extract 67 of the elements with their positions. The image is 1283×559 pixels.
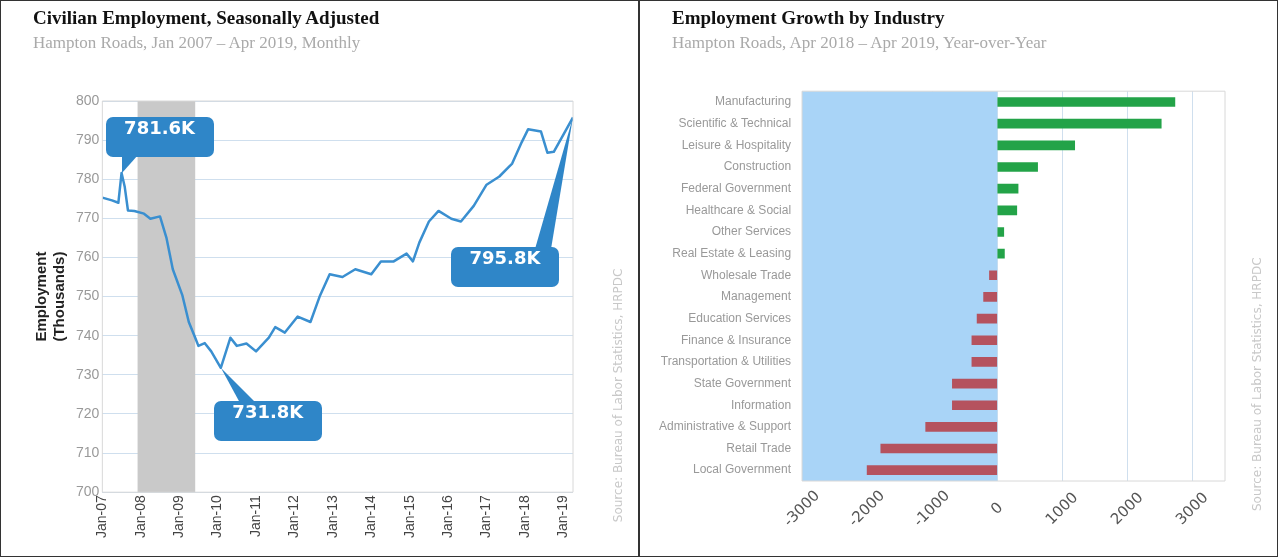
y-tick-label: 750 bbox=[76, 287, 100, 304]
x-tick-label: Jan-12 bbox=[285, 494, 302, 539]
x-tick-label: Jan-13 bbox=[323, 494, 340, 539]
bar bbox=[866, 465, 998, 475]
y-tick-label: Education Services bbox=[688, 310, 792, 325]
y-tick-label: 760 bbox=[76, 248, 100, 265]
y-tick-label: Administrative & Support bbox=[659, 419, 792, 434]
bar bbox=[997, 118, 1162, 129]
y-tick-label: 740 bbox=[76, 326, 100, 343]
x-tick-label: Jan-16 bbox=[439, 494, 455, 539]
y-tick-label: Information bbox=[731, 397, 792, 412]
y-tick-label: 710 bbox=[76, 443, 100, 460]
y-tick-label: 770 bbox=[76, 209, 100, 226]
bar bbox=[971, 335, 998, 346]
x-tick-label: 0 bbox=[986, 498, 1007, 518]
chart-title: Civilian Employment, Seasonally Adjusted bbox=[33, 7, 381, 29]
y-tick-label: Transportation & Utilities bbox=[660, 354, 792, 369]
bar bbox=[997, 162, 1038, 172]
y-tick-label: 780 bbox=[76, 170, 100, 187]
bar bbox=[997, 183, 1019, 194]
annotation: 731.8K bbox=[213, 400, 322, 441]
x-tick-label: Jan-14 bbox=[362, 494, 379, 539]
bar bbox=[997, 227, 1005, 237]
bar bbox=[971, 357, 998, 367]
y-tick-label: Finance & Insurance bbox=[681, 332, 792, 347]
bar bbox=[997, 248, 1005, 259]
x-tick-label: Jan-18 bbox=[515, 494, 532, 539]
bar bbox=[952, 400, 998, 411]
chart-subtitle: Hampton Roads, Jan 2007 – Apr 2019, Monthly bbox=[33, 33, 362, 53]
y-tick-label: Leisure & Hospitality bbox=[681, 137, 792, 152]
bar bbox=[997, 205, 1018, 216]
annotation: 795.8K bbox=[451, 247, 559, 288]
bar bbox=[925, 422, 998, 432]
y-tick-label: State Government bbox=[693, 375, 792, 390]
x-tick-label: Jan-19 bbox=[554, 494, 571, 539]
x-tick-label: Jan-11 bbox=[246, 494, 263, 537]
x-tick-label: Jan-15 bbox=[400, 494, 417, 539]
bar bbox=[976, 313, 998, 324]
y-tick-label: 800 bbox=[76, 91, 100, 108]
y-tick-label: Wholesale Trade bbox=[701, 267, 792, 282]
y-tick-label: 790 bbox=[76, 130, 100, 147]
bar bbox=[989, 270, 998, 281]
y-tick-label: 730 bbox=[76, 365, 100, 382]
y-tick-label: Management bbox=[721, 289, 792, 304]
y-tick-label: 720 bbox=[76, 404, 100, 421]
annotation: 781.6K bbox=[105, 116, 214, 157]
y-tick-label: Other Services bbox=[711, 224, 792, 239]
x-tick-label: Jan-09 bbox=[170, 494, 187, 539]
bar bbox=[997, 97, 1176, 107]
chart-subtitle: Hampton Roads, Apr 2018 – Apr 2019, Year-over-Year bbox=[672, 33, 1048, 53]
y-tick-label: Real Estate & Leasing bbox=[672, 245, 792, 260]
y-tick-label: Construction bbox=[723, 159, 792, 174]
x-tick-label: Jan-10 bbox=[208, 494, 225, 539]
bar bbox=[997, 140, 1076, 151]
bar bbox=[880, 443, 998, 454]
y-tick-label: Scientific & Technical bbox=[678, 116, 792, 130]
chart-title: Employment Growth by Industry bbox=[672, 7, 946, 29]
bar bbox=[983, 292, 998, 302]
x-tick-label: Jan-08 bbox=[131, 494, 148, 539]
y-tick-label: Manufacturing bbox=[715, 94, 792, 109]
y-tick-label: Retail Trade bbox=[726, 440, 792, 455]
y-tick-label: Healthcare & Social bbox=[685, 202, 792, 217]
y-tick-label: Federal Government bbox=[681, 180, 792, 195]
x-tick-label: Jan-17 bbox=[477, 494, 494, 539]
bar bbox=[952, 378, 998, 389]
y-tick-label: Local Government bbox=[693, 462, 792, 477]
y-axis-title: Employment (Thousands) bbox=[32, 251, 68, 342]
